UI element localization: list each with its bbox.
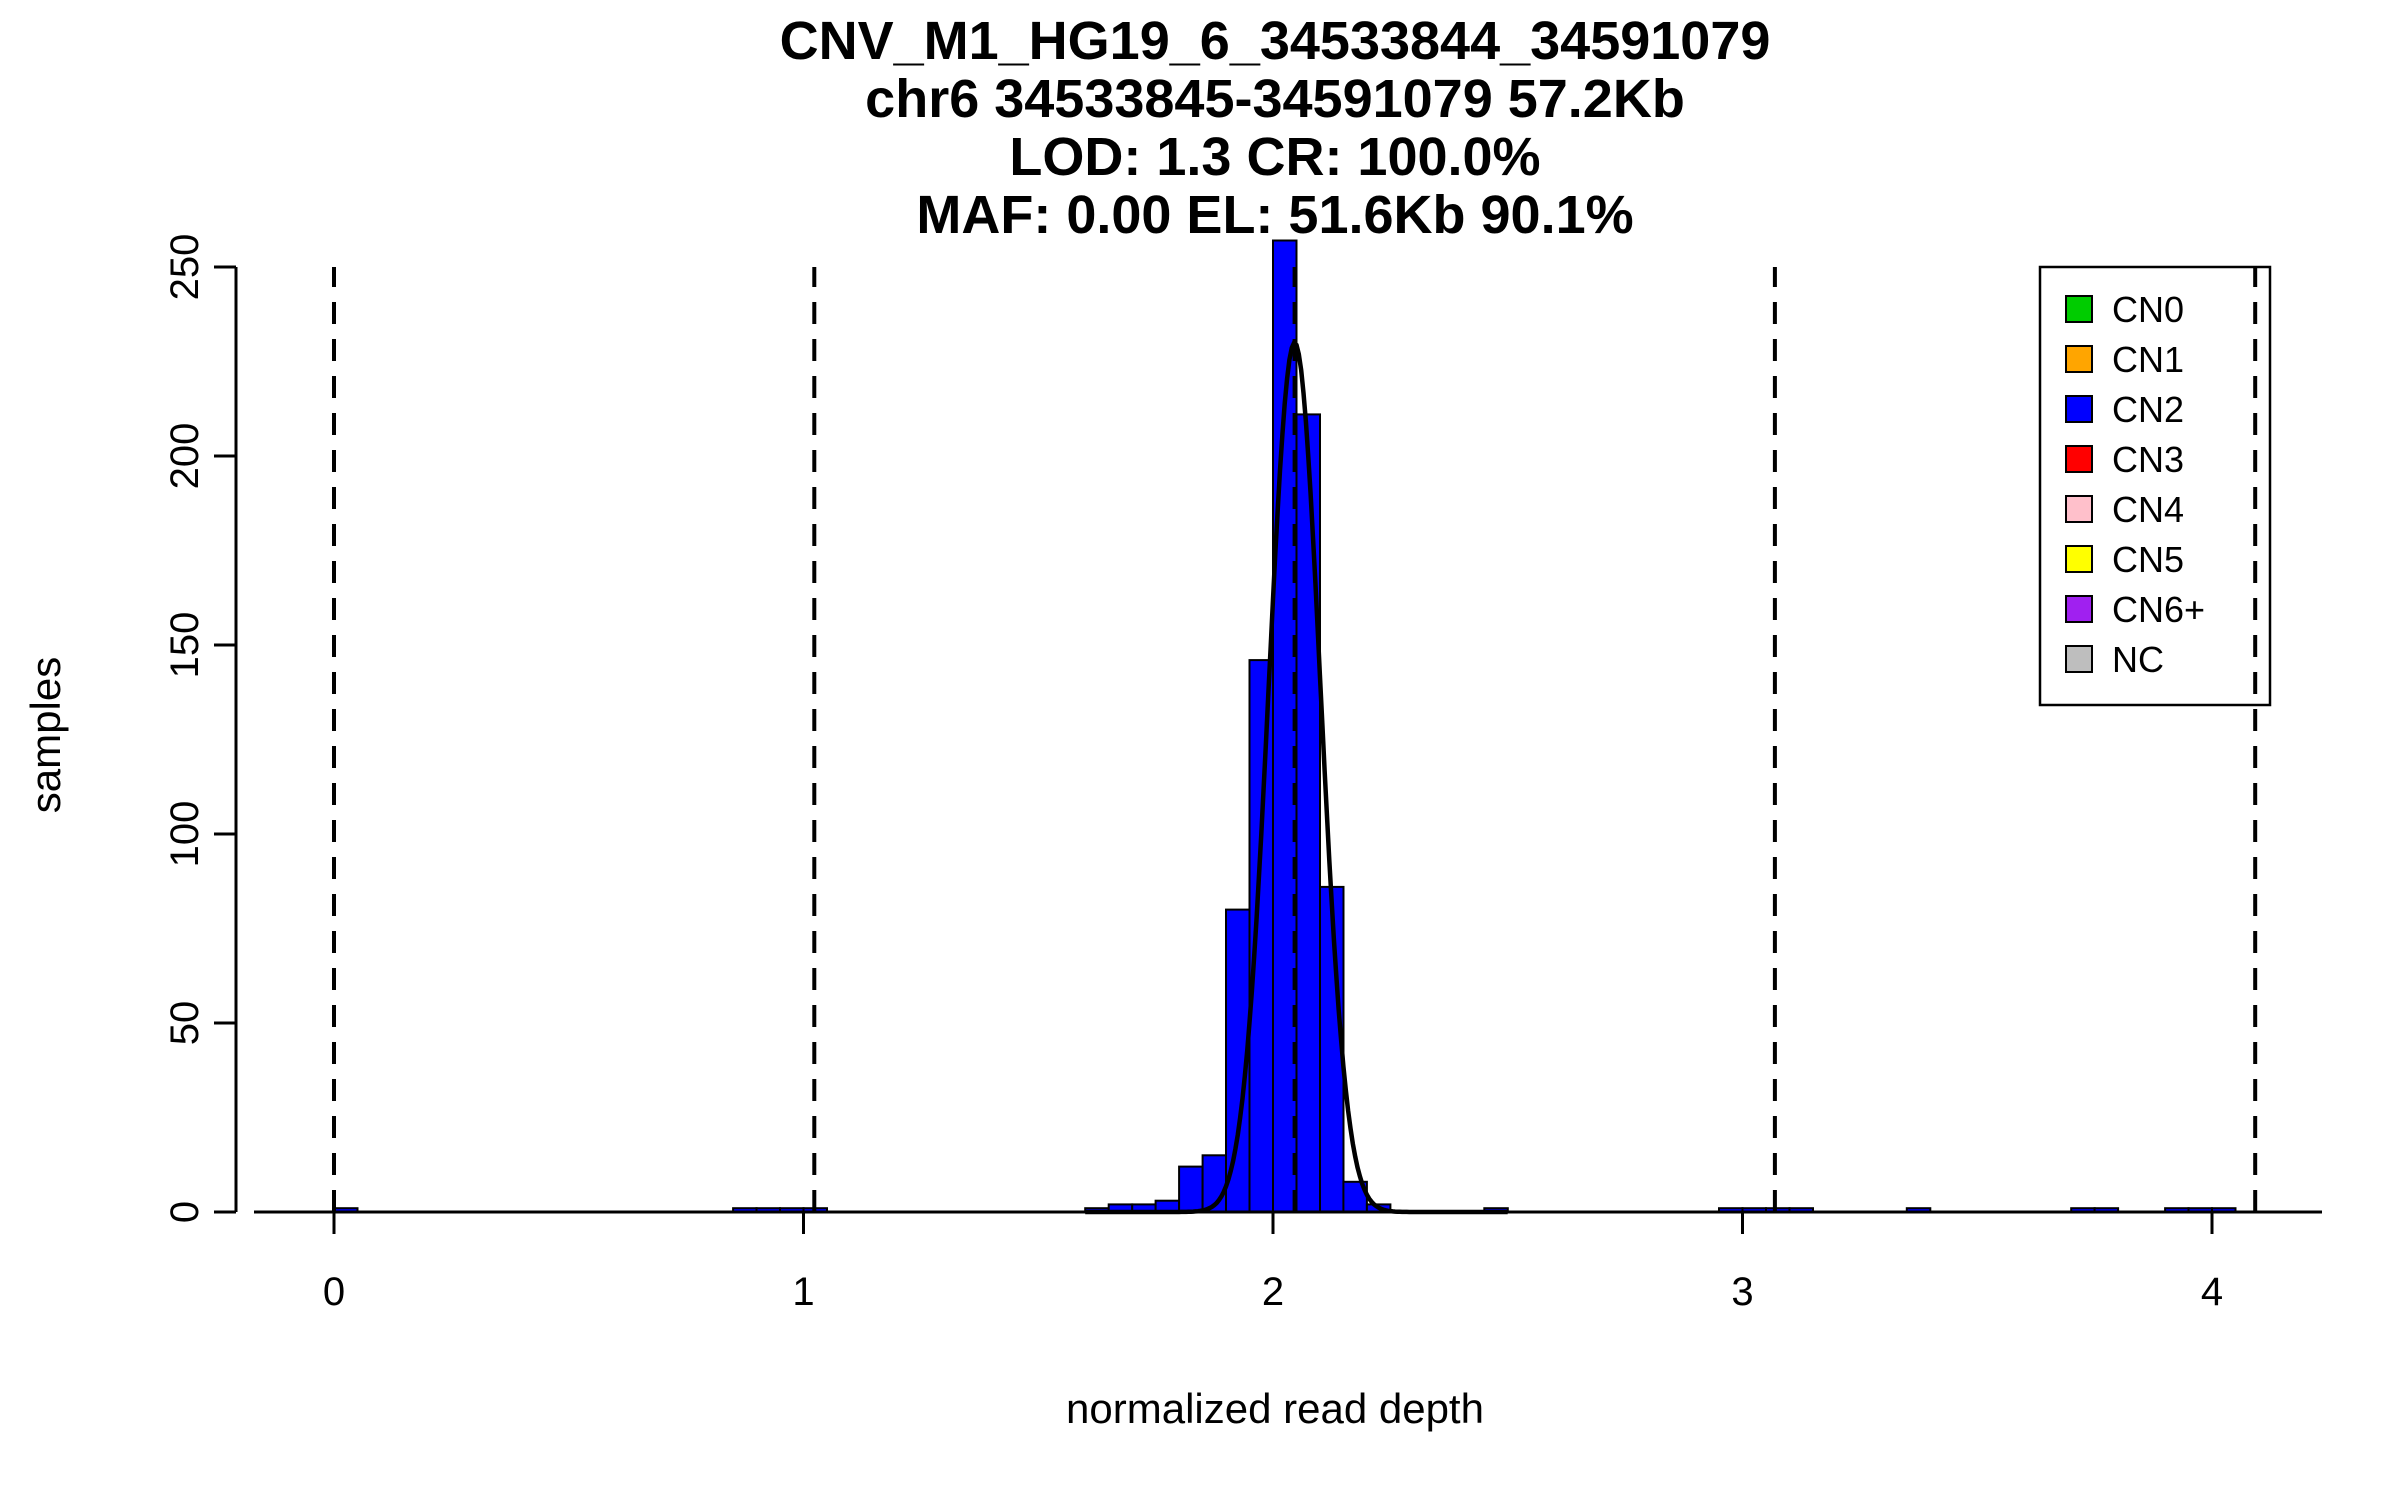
x-tick-label: 4 (2201, 1270, 2223, 1314)
legend-swatch-cn4 (2065, 495, 2093, 523)
axes: 0 1 2 3 4 0 50 100 150 200 250 (163, 234, 2322, 1314)
chart-title-line3: LOD: 1.3 CR: 100.0% (1009, 127, 1541, 187)
y-axis-label: samples (22, 656, 69, 814)
histogram-bar (1178, 1165, 1204, 1213)
legend-swatch-nc (2065, 645, 2093, 673)
x-tick-label: 1 (792, 1270, 814, 1314)
legend-swatch-cn0 (2065, 295, 2093, 323)
legend-swatch-cn2 (2065, 395, 2093, 423)
copy-number-guide-lines (332, 267, 2258, 1212)
legend-swatch-cn1 (2065, 345, 2093, 373)
x-tick-label: 3 (1731, 1270, 1753, 1314)
histogram-bar (1248, 659, 1274, 1213)
y-tick-label: 200 (163, 423, 207, 490)
histogram-bars (333, 239, 2237, 1214)
y-tick-label: 100 (163, 801, 207, 868)
legend-label: CN5 (2112, 539, 2184, 580)
legend-label: NC (2112, 639, 2164, 680)
legend-label: CN4 (2112, 489, 2184, 530)
y-tick-label: 150 (163, 612, 207, 679)
chart-title: CNV_M1_HG19_6_34533844_34591079 chr6 345… (150, 12, 2400, 244)
legend-swatch-cn5 (2065, 545, 2093, 573)
x-tick-label: 0 (323, 1270, 345, 1314)
chart-title-line4: MAF: 0.00 EL: 51.6Kb 90.1% (916, 185, 1634, 245)
legend-label: CN3 (2112, 439, 2184, 480)
y-tick-label: 0 (163, 1201, 207, 1223)
histogram-bar (1295, 413, 1321, 1213)
x-axis-label: normalized read depth (1066, 1385, 1484, 1432)
legend: CN0 CN1 CN2 CN3 CN4 CN5 CN6+ NC (2038, 265, 2272, 707)
legend-label: CN2 (2112, 389, 2184, 430)
legend-swatch-cn6plus (2065, 595, 2093, 623)
legend-box (2038, 265, 2272, 707)
x-tick-label: 2 (1262, 1270, 1284, 1314)
legend-label: CN0 (2112, 289, 2184, 330)
legend-label: CN1 (2112, 339, 2184, 380)
y-tick-label: 50 (163, 1001, 207, 1046)
chart-title-line1: CNV_M1_HG19_6_34533844_34591079 (779, 11, 1771, 71)
legend-swatch-cn3 (2065, 445, 2093, 473)
y-tick-label: 250 (163, 234, 207, 301)
legend-label: CN6+ (2112, 589, 2205, 630)
chart-title-line2: chr6 34533845-34591079 57.2Kb (865, 69, 1685, 129)
